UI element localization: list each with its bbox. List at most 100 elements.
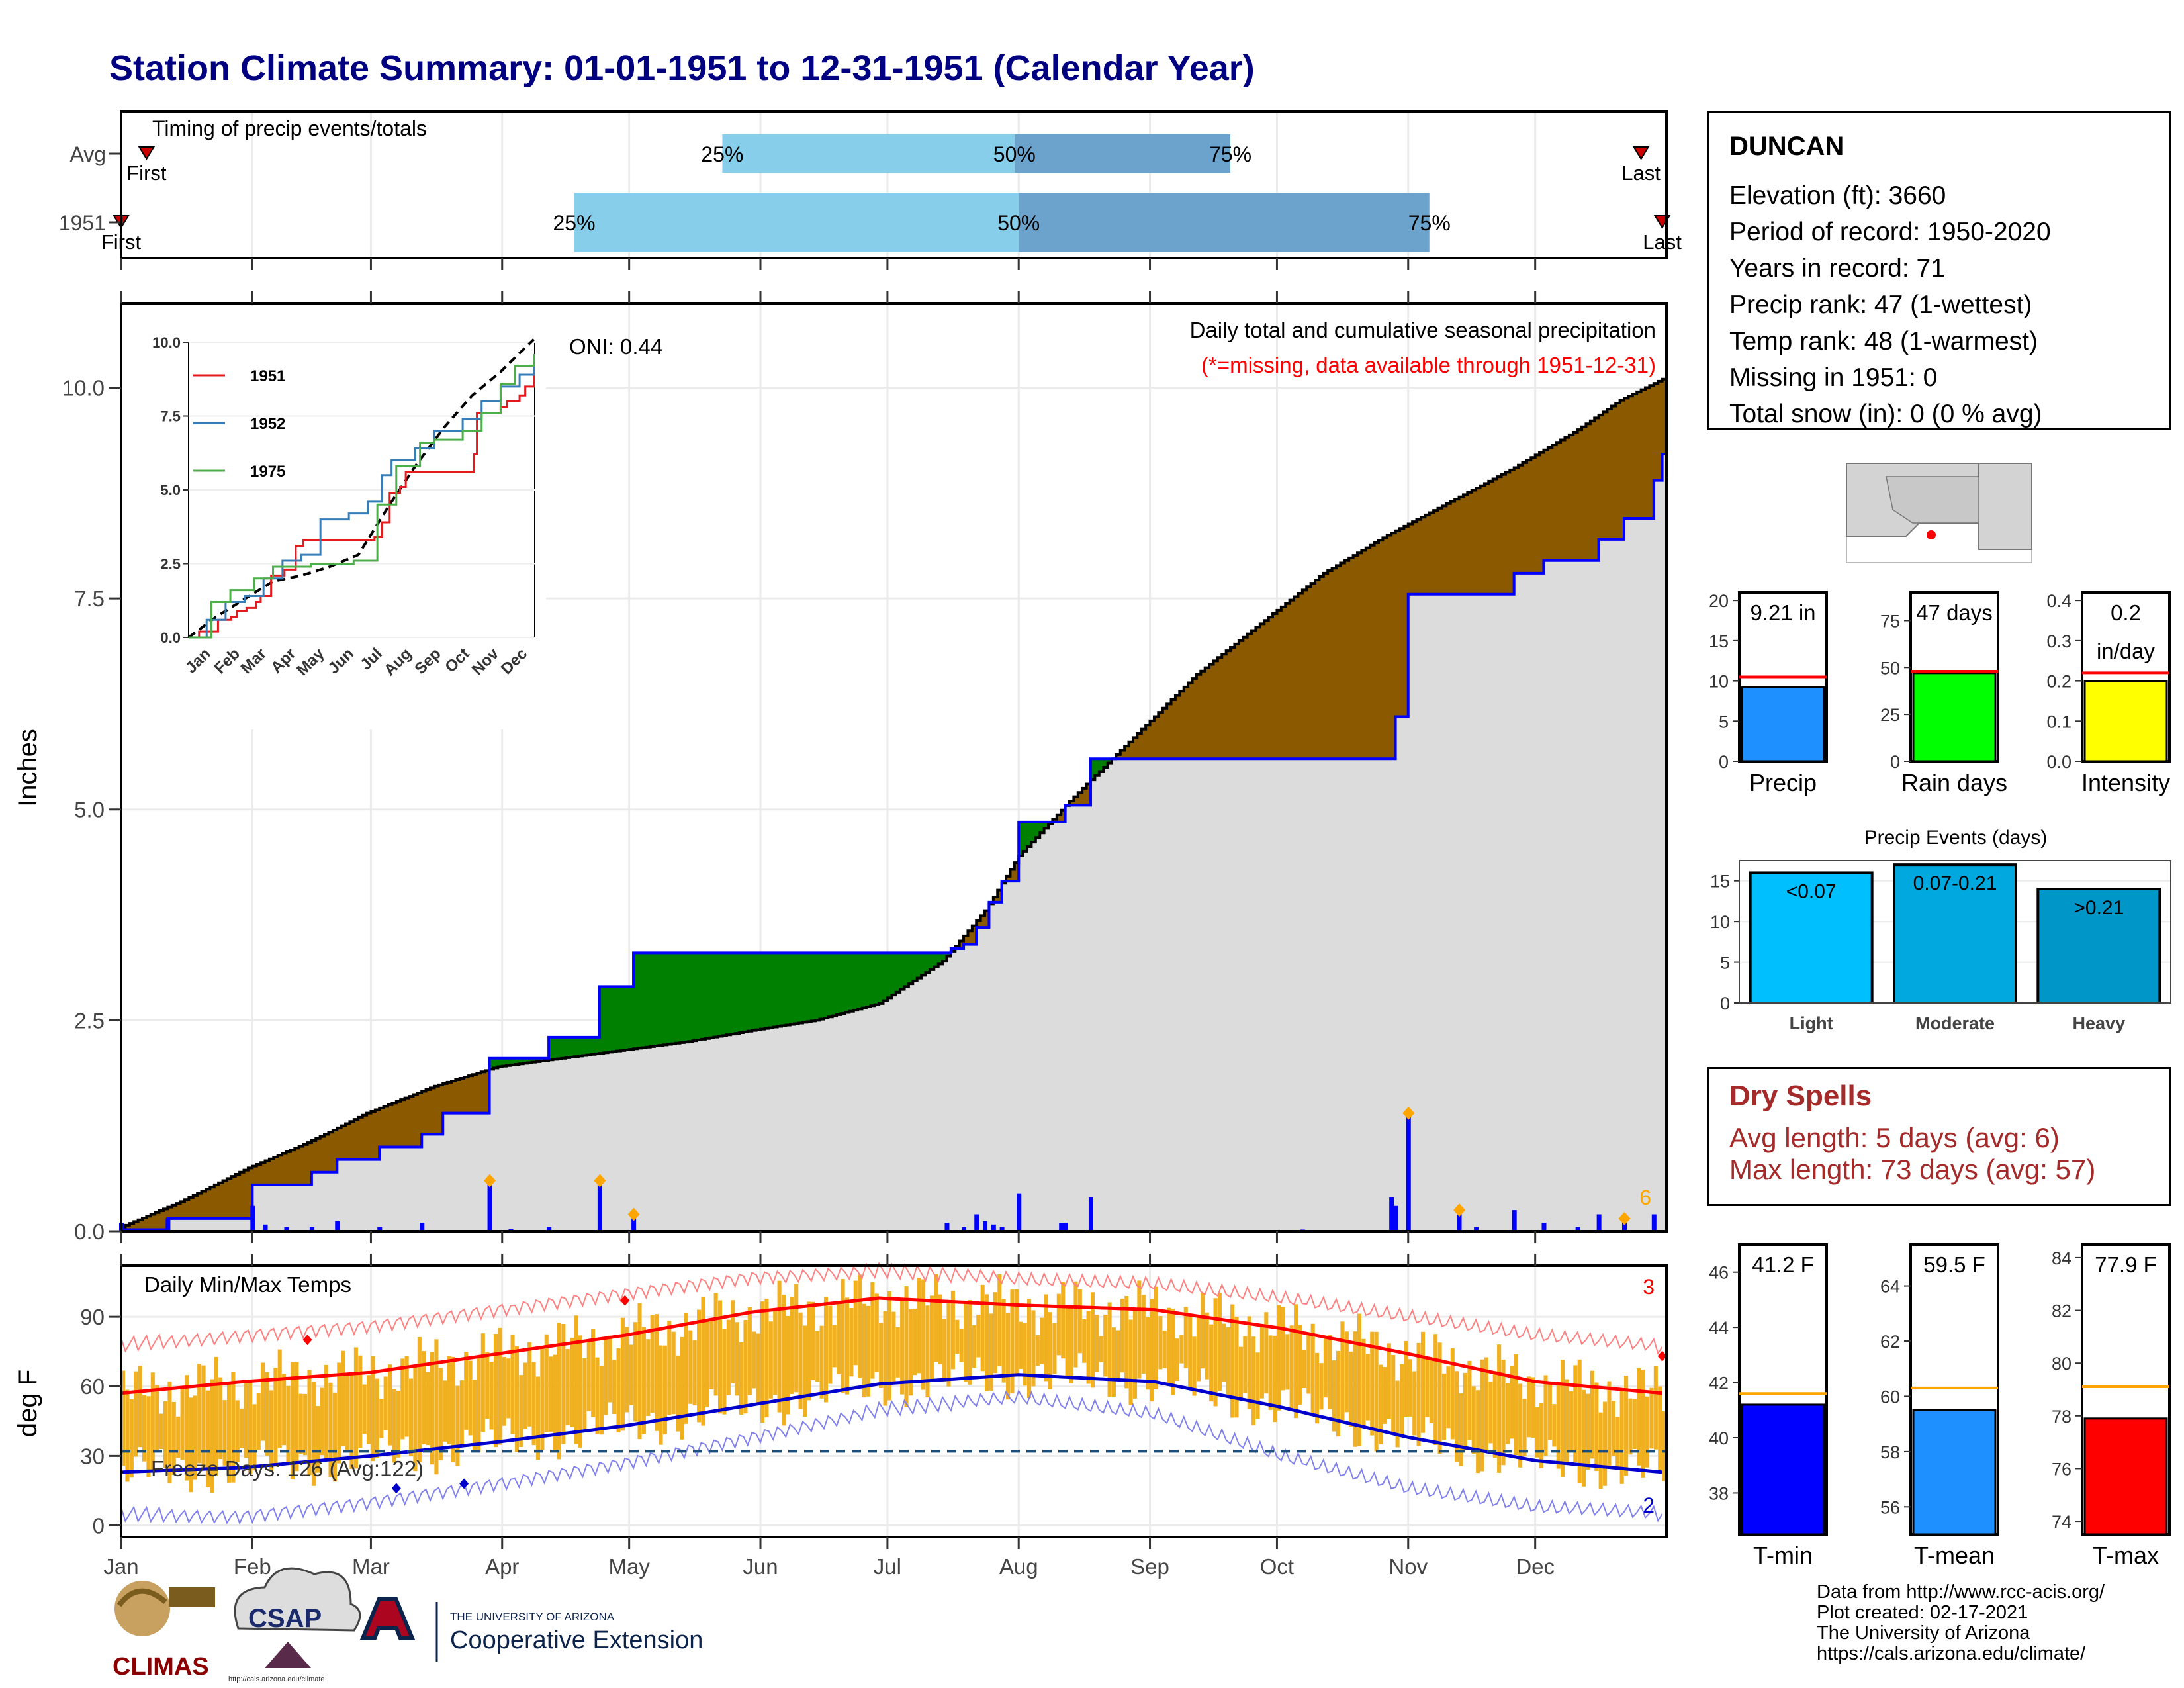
deficit-slice: [1315, 580, 1320, 759]
surplus-slice: [760, 953, 765, 1029]
daily-temp-bar: [1158, 1316, 1163, 1370]
deficit-slice: [464, 1077, 469, 1113]
daily-temp-bar: [332, 1392, 337, 1482]
daily-temp-bar: [510, 1334, 515, 1434]
daily-temp-bar: [1637, 1368, 1641, 1466]
surplus-slice: [1090, 759, 1095, 780]
station-years: Years in record: 71: [1729, 254, 1945, 283]
deficit-slice: [273, 1157, 279, 1185]
daily-temp-bar: [1501, 1359, 1506, 1466]
summary-y-tick: 10: [1709, 672, 1729, 692]
daily-temp-bar: [1103, 1314, 1108, 1377]
deficit-slice: [480, 1072, 486, 1113]
summary-y-tick: 0.2: [2046, 672, 2071, 692]
deficit-slice: [1323, 573, 1328, 759]
legend-label: 1975: [250, 463, 285, 481]
record-high-count: 3: [1643, 1275, 1655, 1299]
deficit-slice: [1277, 610, 1282, 759]
deficit-slice: [1565, 437, 1570, 561]
daily-temp-bar: [1399, 1364, 1404, 1436]
deficit-slice: [1353, 555, 1358, 759]
quartile-bar-lower: [574, 193, 1019, 252]
daily-temp-bar: [472, 1380, 477, 1453]
daily-temp-bar: [1116, 1330, 1120, 1380]
surplus-slice: [633, 953, 639, 1049]
deficit-slice: [1061, 810, 1066, 822]
deficit-slice: [328, 1132, 334, 1172]
surplus-slice: [1040, 821, 1045, 833]
station-snow: Total snow (in): 0 (0 % avg): [1729, 400, 2042, 428]
daily-temp-bar: [1154, 1286, 1159, 1389]
daily-temp-bar: [1188, 1316, 1193, 1389]
deficit-slice: [1082, 788, 1087, 806]
surplus-slice: [828, 953, 833, 1017]
deficit-slice: [1243, 637, 1248, 759]
daily-temp-bar: [1243, 1336, 1248, 1393]
daily-temp-bar: [883, 1311, 887, 1406]
station-temp-rank: Temp rank: 48 (1-warmest): [1729, 327, 2038, 355]
deficit-slice: [1052, 819, 1058, 822]
deficit-slice: [1391, 533, 1396, 759]
daily-temp-bar: [1111, 1327, 1116, 1397]
daily-temp-bar: [570, 1338, 574, 1427]
summary-y-tick: 20: [1709, 591, 1729, 611]
deficit-slice: [1425, 514, 1430, 594]
deficit-slice: [1649, 385, 1655, 519]
surplus-slice: [646, 953, 651, 1047]
surplus-slice: [739, 953, 744, 1033]
credit-line: The University of Arizona: [1817, 1622, 2030, 1644]
station-info-box: DUNCAN Elevation (ft): 3660 Period of re…: [1707, 111, 2171, 430]
daily-temp-bar: [388, 1364, 392, 1446]
x-tick-label: Feb: [234, 1554, 271, 1579]
summary-y-tick: 84: [2052, 1248, 2071, 1268]
deficit-slice: [1192, 679, 1197, 759]
deficit-slice: [1357, 553, 1362, 759]
deficit-slice: [1310, 583, 1316, 759]
daily-temp-bar: [1653, 1366, 1658, 1450]
daily-temp-bar: [747, 1307, 752, 1395]
deficit-slice: [438, 1084, 443, 1135]
daily-temp-bar: [1510, 1366, 1514, 1439]
daily-temp-bar: [252, 1404, 257, 1471]
precip-subtitle: (*=missing, data available through 1951-…: [1201, 353, 1656, 377]
temps-panel: 0 30 60 90 Jan Feb Mar Apr May Jun Jul Aug Sep Oct Nov…: [13, 1231, 1668, 1579]
deficit-slice: [485, 1070, 490, 1113]
summary-y-tick: 74: [2052, 1512, 2071, 1532]
daily-temp-bar: [921, 1279, 926, 1390]
event-category: Heavy: [2073, 1013, 2126, 1033]
deficit-slice: [1446, 503, 1451, 594]
daily-temp-bar: [1213, 1298, 1218, 1407]
deficit-slice: [1285, 603, 1291, 759]
surplus-slice: [523, 1058, 528, 1064]
events-y-tick: 0: [1720, 994, 1730, 1013]
deficit-slice: [1552, 445, 1557, 561]
daily-temp-bar: [371, 1356, 375, 1462]
daily-temp-bar: [231, 1372, 236, 1483]
daily-temp-bar: [1183, 1307, 1188, 1368]
surplus-slice: [790, 953, 795, 1025]
deficit-slice: [1497, 477, 1502, 594]
daily-precip-bar: [999, 1227, 1005, 1231]
deficit-slice: [1056, 814, 1062, 822]
surplus-slice: [549, 1037, 554, 1060]
deficit-slice: [1319, 576, 1324, 759]
events-y-tick: 10: [1710, 912, 1730, 932]
timing-title: Timing of precip events/totals: [152, 117, 427, 140]
precip-title: Daily total and cumulative seasonal prec…: [1190, 318, 1656, 342]
daily-temp-bar: [409, 1378, 414, 1456]
surplus-slice: [1023, 821, 1028, 851]
daily-temp-bar: [837, 1302, 841, 1375]
daily-temp-bar: [1586, 1393, 1590, 1470]
daily-temp-bar: [1349, 1351, 1353, 1427]
deficit-slice: [261, 1162, 266, 1185]
daily-temp-bar: [1387, 1343, 1391, 1419]
daily-temp-bar: [972, 1325, 976, 1368]
surplus-slice: [641, 953, 647, 1048]
deficit-slice: [244, 1170, 249, 1219]
daily-temp-bar: [1298, 1325, 1302, 1405]
deficit-slice: [332, 1130, 338, 1172]
daily-temp-bar: [608, 1335, 612, 1403]
deficit-slice: [1264, 620, 1269, 759]
daily-temp-bar: [316, 1406, 320, 1473]
daily-temp-bar: [1395, 1380, 1400, 1448]
